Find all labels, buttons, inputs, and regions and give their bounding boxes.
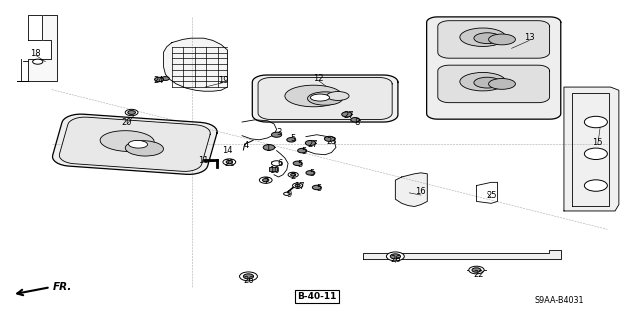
Text: 9: 9 (287, 190, 292, 199)
Circle shape (243, 274, 253, 279)
Ellipse shape (326, 92, 349, 100)
Text: 22: 22 (473, 270, 484, 279)
Circle shape (125, 109, 138, 116)
Circle shape (292, 183, 303, 188)
Circle shape (239, 272, 257, 281)
Text: 24: 24 (154, 76, 164, 85)
Circle shape (33, 59, 43, 64)
Circle shape (390, 254, 401, 259)
Text: 2: 2 (291, 173, 296, 182)
Text: 20: 20 (122, 117, 132, 127)
Text: 27: 27 (344, 111, 354, 120)
Circle shape (271, 161, 282, 166)
Circle shape (128, 111, 136, 115)
Circle shape (162, 77, 170, 80)
Polygon shape (17, 15, 57, 81)
Text: 26: 26 (243, 276, 254, 285)
Ellipse shape (460, 72, 506, 91)
Circle shape (287, 137, 296, 142)
Circle shape (306, 171, 315, 175)
Text: 5: 5 (301, 147, 307, 156)
Polygon shape (396, 173, 428, 206)
Ellipse shape (308, 92, 342, 105)
Circle shape (468, 266, 484, 274)
Circle shape (305, 140, 316, 145)
Circle shape (472, 268, 481, 272)
Circle shape (387, 252, 404, 261)
Text: 15: 15 (593, 137, 603, 146)
Text: 8: 8 (355, 118, 360, 128)
Text: 5: 5 (291, 134, 296, 143)
Text: B-40-11: B-40-11 (297, 292, 337, 301)
Polygon shape (60, 117, 211, 171)
Polygon shape (52, 114, 217, 174)
Polygon shape (28, 15, 42, 41)
Circle shape (226, 160, 232, 164)
Circle shape (584, 180, 607, 191)
Polygon shape (364, 250, 561, 259)
Text: S9AA-B4031: S9AA-B4031 (535, 296, 584, 305)
Ellipse shape (460, 28, 506, 47)
Ellipse shape (474, 33, 500, 44)
Circle shape (262, 179, 269, 182)
Ellipse shape (488, 78, 515, 89)
Circle shape (271, 132, 282, 137)
Circle shape (291, 174, 296, 176)
Circle shape (312, 185, 321, 190)
Circle shape (284, 192, 290, 196)
Polygon shape (438, 21, 550, 58)
Polygon shape (258, 78, 392, 120)
Text: 25: 25 (486, 190, 497, 200)
Polygon shape (427, 17, 561, 119)
Text: 13: 13 (524, 33, 535, 42)
Circle shape (324, 136, 335, 141)
Ellipse shape (100, 131, 154, 152)
Polygon shape (438, 65, 550, 103)
Circle shape (223, 159, 236, 165)
Text: 5: 5 (316, 184, 321, 193)
Circle shape (259, 177, 272, 183)
Text: 4: 4 (244, 141, 249, 150)
Circle shape (155, 77, 164, 82)
Polygon shape (269, 167, 276, 171)
Text: 7: 7 (263, 177, 268, 186)
Text: 23: 23 (326, 137, 337, 145)
Text: 27: 27 (307, 140, 317, 149)
Text: 3: 3 (276, 128, 281, 137)
Ellipse shape (310, 94, 330, 101)
Text: 21: 21 (224, 159, 235, 168)
Text: 11: 11 (198, 156, 209, 165)
Text: 10: 10 (269, 166, 279, 175)
Circle shape (263, 145, 275, 150)
Text: 26: 26 (390, 255, 401, 264)
Circle shape (351, 118, 360, 122)
Text: 5: 5 (310, 169, 315, 178)
Ellipse shape (474, 77, 500, 88)
Circle shape (288, 172, 298, 177)
Ellipse shape (125, 141, 163, 156)
Text: 19: 19 (218, 76, 228, 85)
Ellipse shape (488, 34, 515, 45)
Text: 5: 5 (297, 160, 302, 169)
Ellipse shape (285, 85, 342, 107)
Circle shape (293, 161, 302, 166)
Polygon shape (252, 75, 398, 122)
Text: 16: 16 (415, 187, 426, 197)
Polygon shape (164, 38, 227, 91)
Text: 18: 18 (31, 48, 41, 58)
Text: 14: 14 (222, 146, 233, 155)
Circle shape (295, 184, 300, 187)
Text: 12: 12 (314, 74, 324, 83)
Text: FR.: FR. (53, 282, 72, 292)
Text: 1: 1 (265, 144, 270, 153)
Circle shape (298, 148, 307, 153)
Ellipse shape (129, 140, 148, 148)
Text: 17: 17 (294, 182, 305, 191)
Text: 6: 6 (278, 159, 283, 168)
Circle shape (342, 112, 352, 117)
Polygon shape (564, 87, 619, 211)
Circle shape (584, 116, 607, 128)
Circle shape (584, 148, 607, 160)
